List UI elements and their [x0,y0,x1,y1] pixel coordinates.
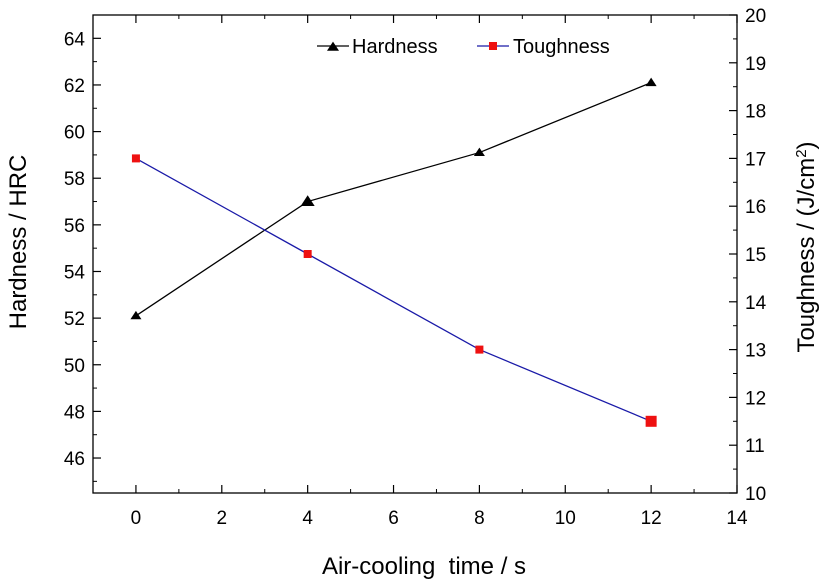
y-right-tick-label: 12 [745,388,766,409]
x-tick-label: 10 [555,508,576,529]
y-right-tick-label: 10 [745,484,766,505]
y-left-tick-label: 60 [64,123,85,144]
y-axis-right-title: Toughness / (J/cm2) [793,141,821,352]
y-axis-left: 46 48 50 52 54 56 58 60 62 64 [64,14,101,482]
y-left-tick-label: 64 [64,29,86,50]
hardness-point [130,310,142,320]
toughness-point [645,415,657,427]
y-left-tick-label: 50 [64,356,85,377]
x-tick-label: 12 [641,508,662,529]
toughness-line [135,157,652,422]
hardness-point [300,195,315,206]
y-axis-right: 10 11 12 13 14 15 16 17 18 19 20 [729,6,767,505]
y-right-tick-label: 16 [745,197,766,218]
hardness-point [473,147,485,157]
toughness-point [303,250,312,258]
x-tick-label: 6 [388,508,399,529]
x-tick-label: 2 [217,508,228,529]
x-tick-label: 4 [302,508,313,529]
y-left-tick-label: 52 [64,309,85,330]
y-axis-left-title: Hardness / HRC [5,155,32,330]
legend-hardness-label: Hardness [352,36,438,58]
y-axis-right-title-close: ) [793,141,820,149]
toughness-point [475,345,484,354]
y-right-tick-label: 11 [745,436,765,457]
y-left-tick-label: 56 [64,216,85,237]
legend-toughness-label: Toughness [513,36,610,58]
y-right-tick-label: 14 [745,293,767,314]
toughness-point [131,154,140,163]
x-tick-label: 14 [726,508,748,529]
legend-toughness-marker [489,42,497,50]
y-left-tick-label: 58 [64,169,85,190]
y-axis-right-title-sup: 2 [793,149,810,157]
y-right-tick-label: 17 [745,149,766,170]
y-right-tick-label: 20 [745,6,766,27]
hardness-point [645,77,657,87]
y-axis-right-title-main: Toughness / (J/cm [793,158,820,353]
hardness-line [135,82,652,317]
x-axis: 0 2 4 6 8 10 12 14 [92,15,748,529]
y-right-tick-label: 13 [745,341,766,362]
legend-hardness-marker [327,41,339,51]
x-tick-label: 0 [131,508,142,529]
legend: Hardness Toughness [317,36,610,58]
x-tick-label: 8 [474,508,485,529]
y-left-tick-label: 48 [64,402,85,423]
y-left-tick-label: 62 [64,76,85,97]
y-right-tick-label: 15 [745,245,766,266]
x-axis-title: Air-cooling time / s [322,553,526,580]
series-layer [130,77,657,427]
y-right-tick-label: 19 [745,54,766,75]
y-right-tick-label: 18 [745,102,766,123]
y-left-tick-label: 54 [64,262,86,283]
y-left-tick-label: 46 [64,449,85,470]
